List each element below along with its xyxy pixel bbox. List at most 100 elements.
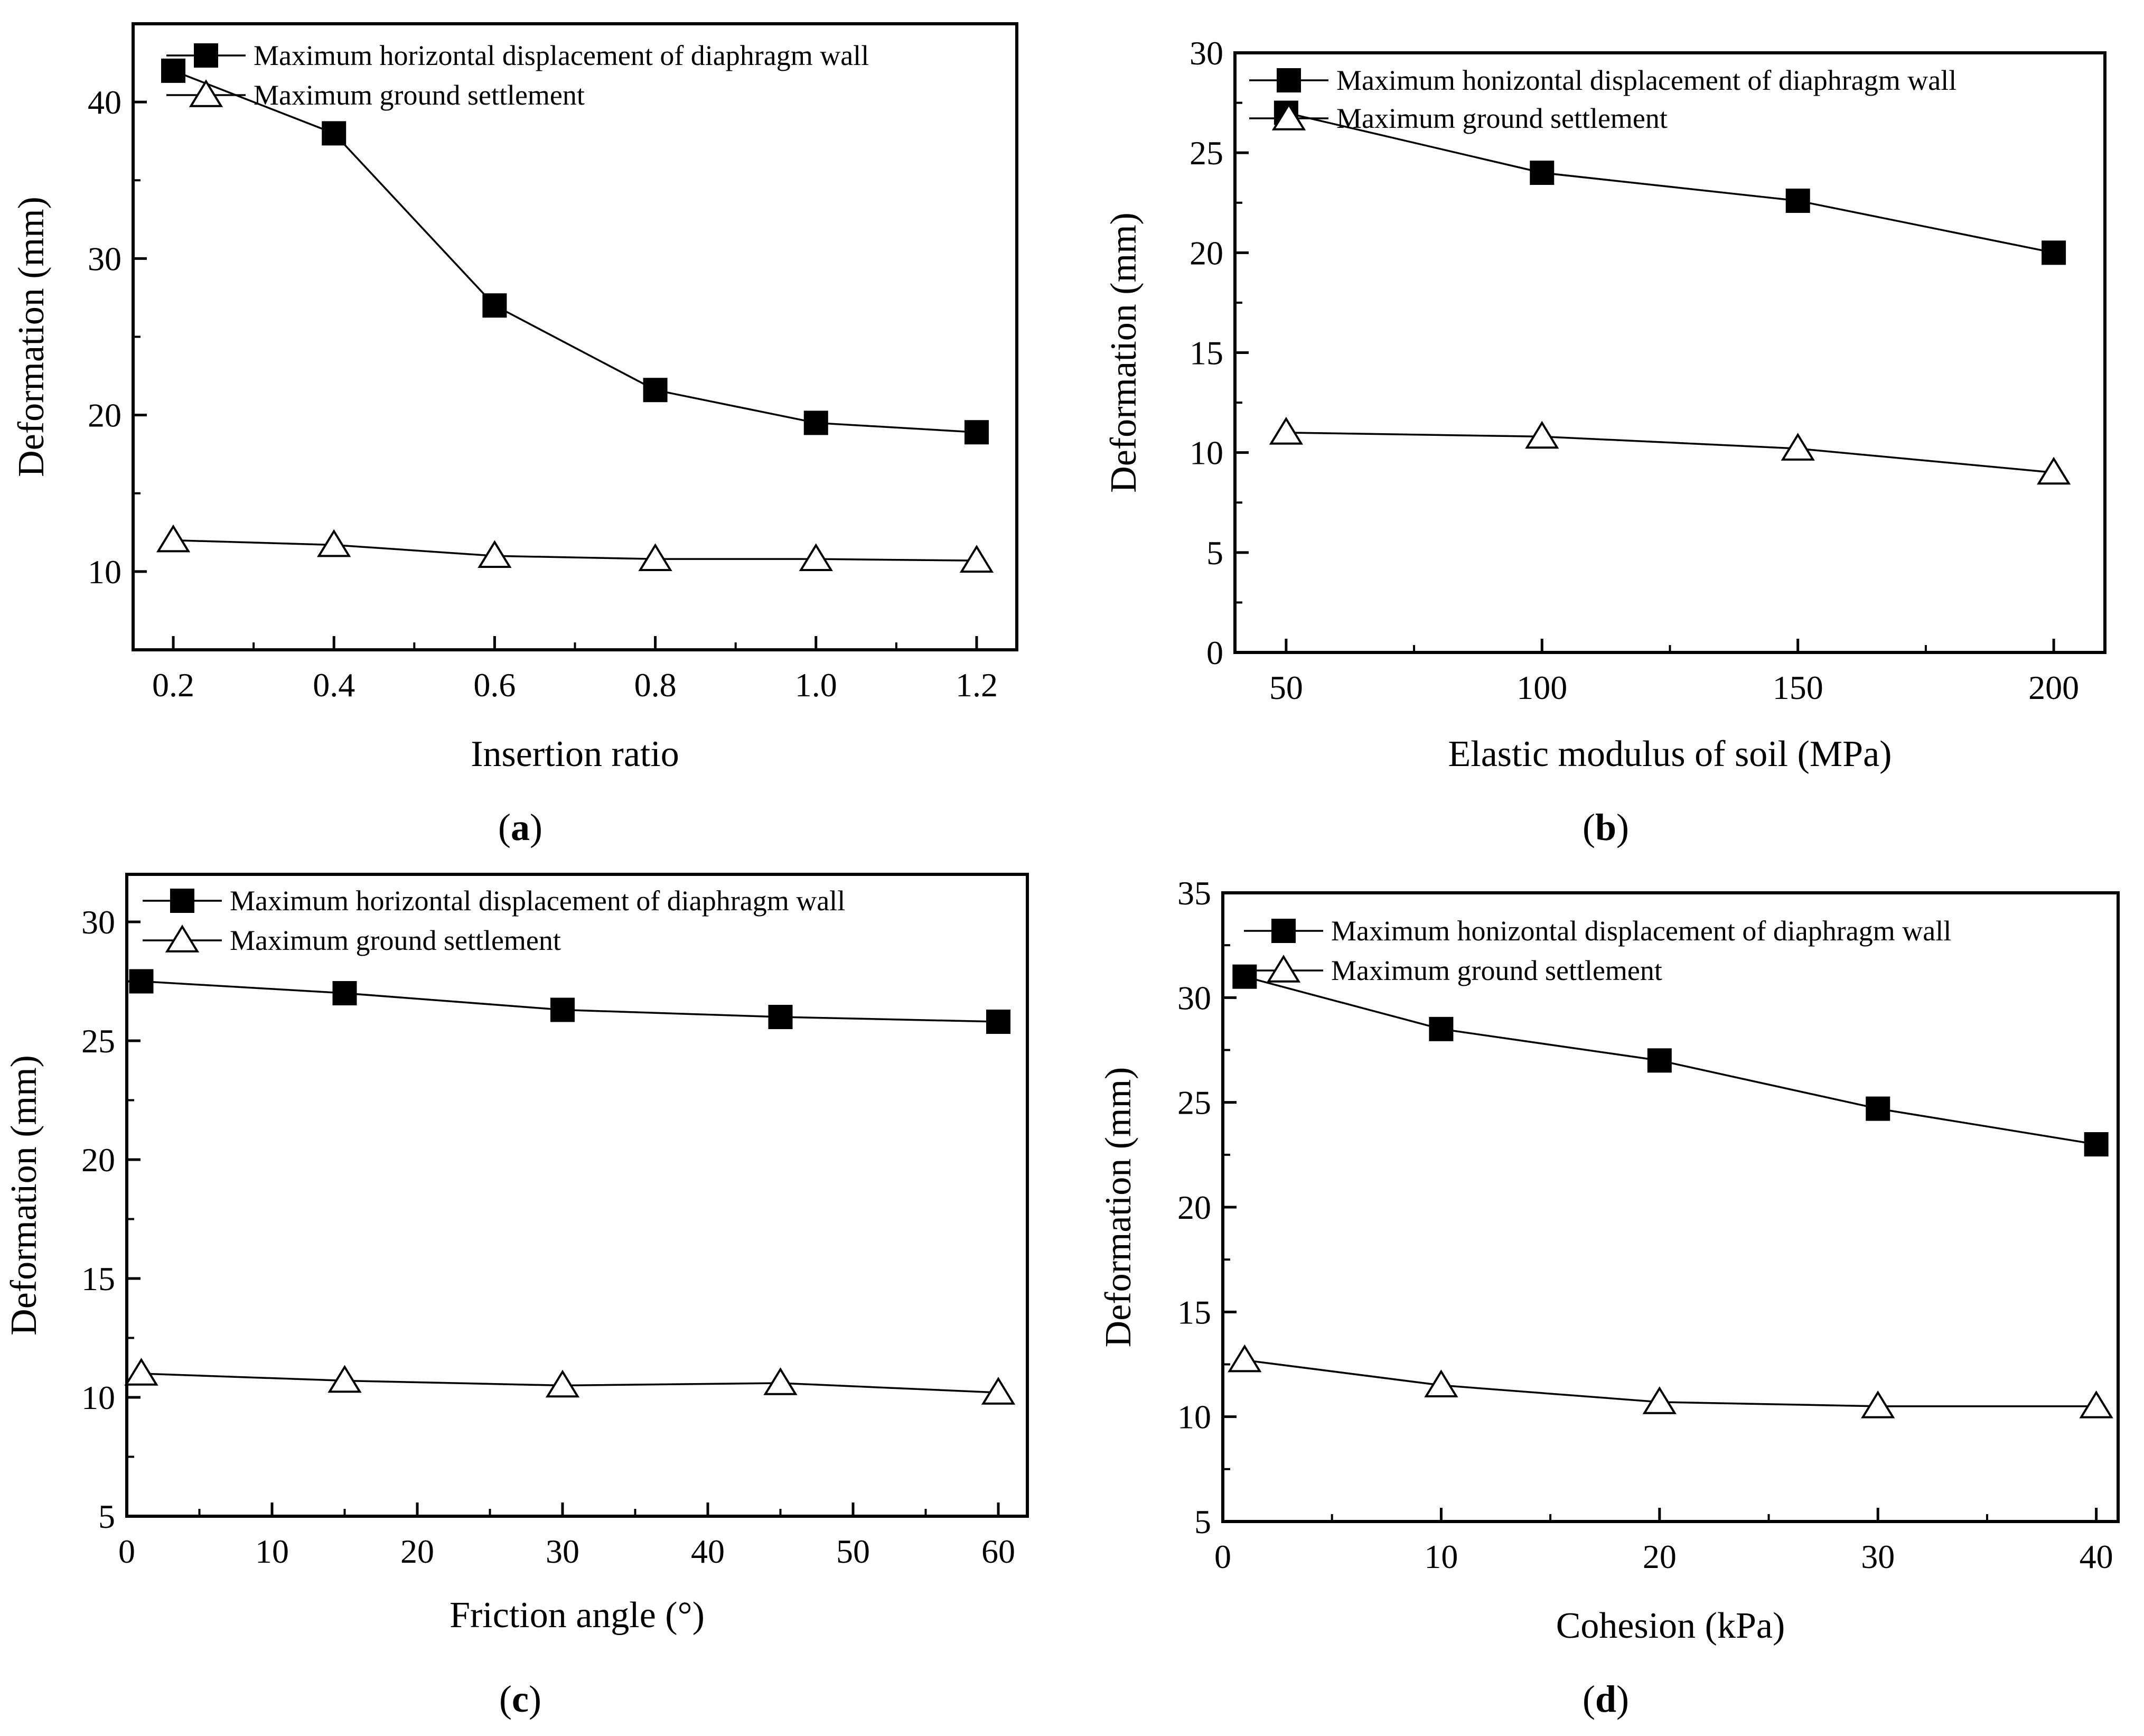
series-line-1	[1286, 111, 2054, 254]
x-tick-label: 0.6	[473, 666, 516, 704]
legend-label: Maximum ground settlement	[230, 925, 561, 956]
data-point	[964, 420, 989, 445]
y-tick-label: 40	[88, 83, 121, 121]
x-tick-label: 0.2	[152, 666, 194, 704]
data-point	[1781, 433, 1815, 461]
chart-panel-c: 0 10 20 30 40 50 60 5 10 15 20 25 30 Friction angle (…	[4, 873, 1029, 1720]
series-line-2	[173, 539, 977, 562]
x-tick-label: 40	[691, 1533, 725, 1570]
y-tick-label: 15	[1177, 1293, 1211, 1331]
data-point	[959, 545, 994, 573]
y-tick-label: 15	[81, 1260, 115, 1298]
y-tick-label: 10	[1177, 1398, 1211, 1436]
data-point	[550, 997, 575, 1022]
data-point	[317, 529, 351, 557]
data-point	[1785, 188, 1810, 213]
x-tick-label: 50	[1269, 669, 1303, 706]
plot-frame	[125, 873, 1029, 1518]
data-point	[1642, 1386, 1677, 1414]
y-tick-label: 25	[1190, 134, 1223, 172]
y-tick-label: 30	[88, 240, 121, 277]
x-tick-label: 20	[1643, 1538, 1677, 1575]
data-point	[156, 524, 191, 553]
data-point	[763, 1367, 798, 1395]
x-axis-label: Cohesion (kPa)	[1556, 1606, 1785, 1646]
y-tick-label: 20	[1190, 234, 1223, 272]
legend-marker	[194, 43, 218, 68]
data-point	[1530, 161, 1555, 185]
x-tick-label: 30	[1861, 1538, 1895, 1575]
chart-panel-b: 50 100 150 200 0 5 10 15 20 25 30 Elastic modulus o…	[1103, 34, 2106, 848]
legend-label: Maximum ground settlement	[1331, 955, 1662, 986]
series-line-2	[1286, 432, 2054, 474]
x-tick-label: 1.2	[956, 666, 998, 704]
data-point	[2042, 240, 2066, 265]
legend-marker	[170, 889, 194, 913]
data-point	[1866, 1096, 1890, 1121]
data-point	[478, 540, 512, 568]
x-tick-label: 10	[1424, 1538, 1458, 1575]
legend-marker	[1266, 955, 1301, 983]
legend-label: Maximum horizontal displacement of diaph…	[230, 885, 845, 917]
data-point	[986, 1010, 1010, 1034]
y-tick-label: 25	[1177, 1084, 1211, 1122]
panel-caption: (a)	[498, 806, 542, 848]
data-point	[1232, 964, 1257, 989]
y-tick-label: 35	[1177, 874, 1211, 912]
data-point	[1647, 1048, 1672, 1073]
legend-label: Maximum honizontal displacement of diaph…	[1336, 64, 1956, 96]
data-point	[768, 1005, 793, 1029]
data-point	[2079, 1390, 2113, 1418]
data-point	[2084, 1132, 2109, 1156]
y-tick-label: 10	[88, 553, 121, 591]
chart-panel-d: 0 10 20 30 40 5 10 15 20 25 30 35 Cohesion (kPa) Defo…	[1098, 874, 2120, 1720]
y-tick-label: 0	[1206, 634, 1223, 671]
data-point	[332, 981, 357, 1005]
y-tick-label: 5	[1194, 1503, 1211, 1541]
data-point	[482, 293, 507, 318]
x-axis-label: Friction angle (°)	[450, 1595, 705, 1636]
legend-marker	[189, 79, 223, 107]
data-point	[643, 378, 668, 403]
y-tick-label: 20	[88, 397, 121, 434]
x-tick-label: 100	[1516, 669, 1567, 706]
x-tick-label: 20	[400, 1533, 434, 1570]
y-tick-label: 30	[1190, 34, 1223, 72]
x-tick-label: 150	[1773, 669, 1823, 706]
x-tick-label: 40	[2080, 1538, 2113, 1575]
legend-marker	[1277, 68, 1301, 92]
series-line-1	[173, 70, 977, 433]
plot-frame	[1233, 51, 2106, 654]
data-point	[638, 543, 672, 571]
legend-marker	[1271, 102, 1306, 130]
x-tick-label: 0	[1214, 1538, 1231, 1575]
data-point	[545, 1369, 580, 1398]
x-axis-label: Insertion ratio	[471, 734, 679, 774]
data-point	[1228, 1344, 1262, 1373]
x-tick-label: 1.0	[795, 666, 837, 704]
x-tick-label: 0.8	[634, 666, 677, 704]
x-tick-label: 0	[118, 1533, 135, 1570]
x-axis-label: Elastic modulus of soil (MPa)	[1448, 734, 1892, 774]
data-point	[161, 58, 186, 83]
legend-label: Maximum ground settlement	[1336, 102, 1668, 134]
y-tick-label: 30	[1177, 979, 1211, 1016]
x-tick-label: 200	[2028, 669, 2079, 706]
y-tick-label: 20	[1177, 1189, 1211, 1226]
data-point	[2036, 456, 2071, 485]
legend-marker	[165, 925, 200, 953]
y-tick-label: 30	[81, 903, 115, 941]
x-tick-label: 30	[546, 1533, 579, 1570]
x-tick-label: 0.4	[313, 666, 355, 704]
y-tick-label: 10	[1190, 434, 1223, 472]
y-axis-label: Deformation (mm)	[1103, 212, 1144, 493]
y-axis-label: Deformation (mm)	[1098, 1067, 1139, 1348]
y-tick-label: 25	[81, 1022, 115, 1060]
y-axis-label: Deformation (mm)	[4, 1055, 44, 1336]
y-tick-label: 10	[81, 1379, 115, 1416]
legend-marker	[1271, 919, 1296, 943]
x-tick-label: 50	[836, 1533, 870, 1570]
y-tick-label: 5	[98, 1498, 115, 1535]
